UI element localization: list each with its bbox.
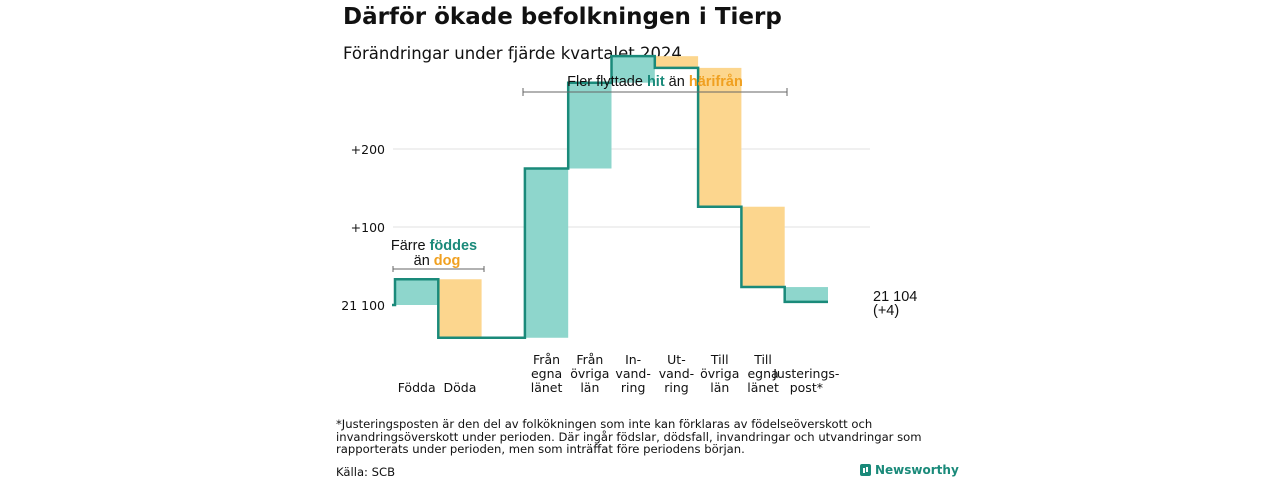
waterfall-bar: [784, 287, 828, 302]
annotation-births-word: föddes: [430, 238, 478, 254]
chart-subtitle: Förändringar under fjärde kvartalet 2024: [343, 44, 682, 63]
annotation-migration: Fler flyttade hit än härifrån: [522, 74, 788, 96]
x-category-label: egna: [747, 366, 778, 381]
annotation-deaths-word: dog: [434, 253, 461, 269]
x-category-label: Till: [710, 352, 729, 367]
end-value-label: 21 104: [873, 289, 917, 305]
waterfall-bar: [611, 56, 655, 83]
end-change-label: (+4): [873, 303, 899, 319]
annotation-deaths-prefix: än: [414, 253, 434, 269]
x-category-label: Födda: [398, 380, 436, 395]
x-category-label: vand-: [615, 366, 650, 381]
waterfall-chart: 21 100+100+200 Födda DödaFrånegnalänetFrå…: [341, 54, 917, 395]
x-category-label: vand-: [659, 366, 694, 381]
annotation-migration-mid: än: [665, 74, 689, 90]
x-category-label: ring: [621, 380, 645, 395]
x-category-label: Justerings-: [772, 366, 839, 381]
cumulative-step-line: [392, 54, 828, 340]
y-tick-label: +200: [351, 142, 385, 157]
annotation-births-line2: än dog: [414, 253, 461, 269]
y-tick-label: 21 100: [341, 298, 385, 313]
x-category-label: län: [710, 380, 729, 395]
annotation-migration-text: Fler flyttade hit än härifrån: [567, 74, 743, 90]
x-category-label: länet: [531, 380, 563, 395]
newsworthy-logo-icon: [860, 464, 871, 476]
waterfall-bar: [741, 206, 785, 288]
chart-title: Därför ökade befolkningen i Tierp: [343, 4, 782, 30]
brand-logo: Newsworthy: [860, 463, 959, 477]
waterfall-bar: [654, 56, 699, 68]
x-category-label: In-: [625, 352, 641, 367]
annotation-births-deaths: Färre föddes än dog: [391, 238, 485, 272]
x-category-label: Till: [753, 352, 772, 367]
annotation-migration-hit: hit: [647, 74, 665, 90]
waterfall-bar: [568, 82, 612, 169]
waterfall-bar: [395, 279, 439, 305]
brand-name: Newsworthy: [875, 463, 959, 477]
waterfall-bar: [524, 168, 569, 338]
x-category-label: post*: [790, 380, 823, 395]
x-category-label: ring: [664, 380, 688, 395]
x-category-label: Från: [533, 352, 560, 367]
x-category-label: övriga: [700, 366, 739, 381]
x-category-label: övriga: [570, 366, 609, 381]
waterfall-bar: [438, 279, 482, 338]
x-category-label: Döda: [444, 380, 477, 395]
annotation-births-prefix: Färre: [391, 238, 430, 254]
annotation-migration-prefix: Fler flyttade: [567, 74, 647, 90]
x-category-label: egna: [531, 366, 562, 381]
source-label: Källa: SCB: [336, 465, 396, 479]
y-tick-label: +100: [351, 220, 385, 235]
waterfall-bar: [698, 67, 742, 207]
x-category-label: Från: [576, 352, 603, 367]
footnote: *Justeringsposten är den del av folkökni…: [336, 417, 922, 457]
x-category-label: länet: [747, 380, 779, 395]
x-category-label: Ut-: [667, 352, 686, 367]
x-category-label: län: [580, 380, 599, 395]
annotation-migration-harifran: härifrån: [689, 74, 743, 90]
annotation-births-line1: Färre föddes: [391, 238, 477, 254]
